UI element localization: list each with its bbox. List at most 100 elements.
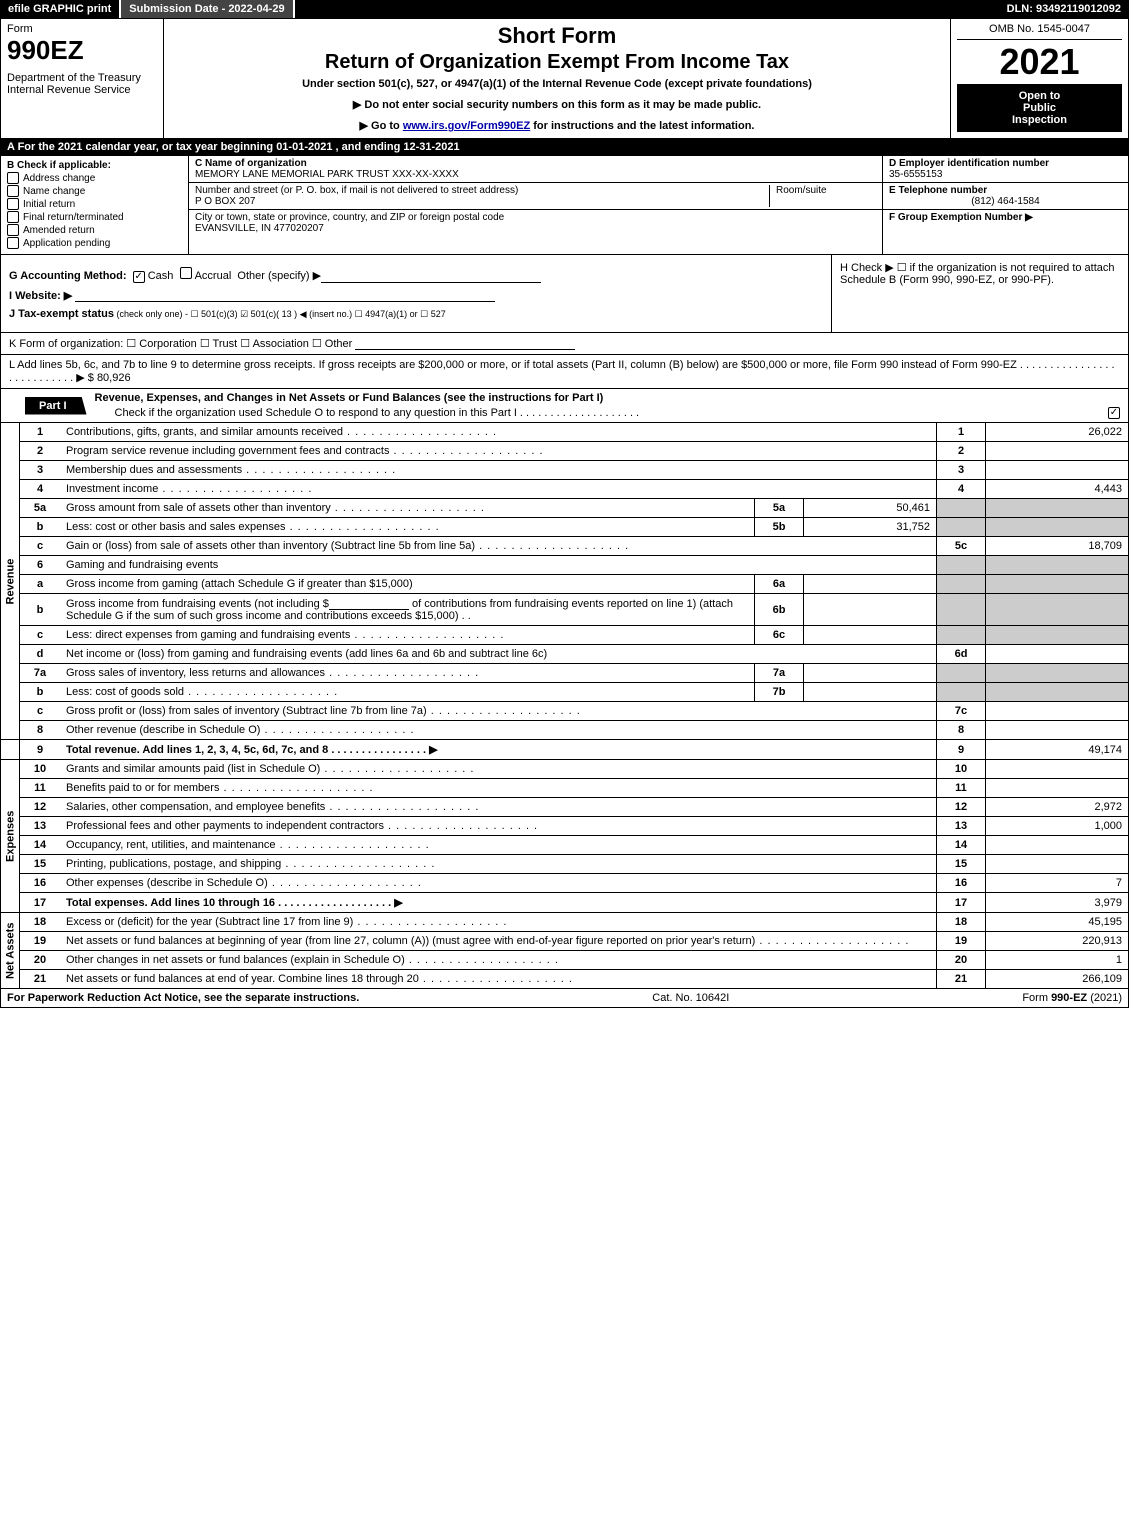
h-text: H Check ▶ ☐ if the organization is not r… (840, 262, 1115, 286)
line-18-rn: 18 (937, 913, 986, 932)
line-5b-no: b (20, 518, 61, 537)
line-6-rn-shade (937, 556, 986, 575)
line-6c-in: 6c (755, 626, 804, 645)
line-5a-iv: 50,461 (804, 499, 937, 518)
line-8-desc: Other revenue (describe in Schedule O) (66, 724, 415, 736)
line-8-no: 8 (20, 721, 61, 740)
line-19-no: 19 (20, 932, 61, 951)
efile-label: efile GRAPHIC print (0, 0, 121, 18)
line-13-rv: 1,000 (986, 817, 1129, 836)
form-header: Form 990EZ Department of the Treasury In… (0, 19, 1129, 139)
top-bar: efile GRAPHIC print Submission Date - 20… (0, 0, 1129, 19)
row-k: K Form of organization: ☐ Corporation ☐ … (0, 333, 1129, 355)
line-17-rn: 17 (937, 893, 986, 913)
instr-2: ▶ Go to www.irs.gov/Form990EZ for instru… (172, 119, 942, 132)
form-title-1: Short Form (172, 23, 942, 49)
footer-right-post: (2021) (1087, 992, 1122, 1004)
line-20-rn: 20 (937, 951, 986, 970)
line-1-rn: 1 (937, 423, 986, 442)
line-4-rv: 4,443 (986, 480, 1129, 499)
line-20-rv: 1 (986, 951, 1129, 970)
c-name: C Name of organization MEMORY LANE MEMOR… (189, 156, 882, 183)
row-a: A For the 2021 calendar year, or tax yea… (0, 139, 1129, 156)
footer-right-pre: Form (1022, 992, 1051, 1004)
column-b: B Check if applicable: Address change Na… (1, 156, 189, 254)
line-11-rv (986, 779, 1129, 798)
part1-label: Part I (25, 397, 87, 415)
line-11-rn: 11 (937, 779, 986, 798)
c-room-label: Room/suite (776, 185, 827, 196)
line-6a-desc: Gross income from gaming (attach Schedul… (66, 578, 413, 590)
line-18-rv: 45,195 (986, 913, 1129, 932)
f-group: F Group Exemption Number ▶ (883, 210, 1128, 254)
line-5b-desc: Less: cost or other basis and sales expe… (66, 521, 440, 533)
c-city: City or town, state or province, country… (189, 210, 882, 254)
checkbox-final-return[interactable] (7, 211, 19, 223)
line-1-rv: 26,022 (986, 423, 1129, 442)
line-16-rn: 16 (937, 874, 986, 893)
open-line-2: Public (961, 102, 1118, 114)
line-6a-no: a (20, 575, 61, 594)
line-3-rv (986, 461, 1129, 480)
checkbox-name-change[interactable] (7, 185, 19, 197)
row-l: L Add lines 5b, 6c, and 7b to line 9 to … (0, 355, 1129, 389)
c-city-value: EVANSVILLE, IN 477020207 (195, 223, 324, 234)
j-label: J Tax-exempt status (9, 308, 114, 320)
line-8-rv (986, 721, 1129, 740)
line-1-no: 1 (20, 423, 61, 442)
footer-left: For Paperwork Reduction Act Notice, see … (7, 992, 359, 1004)
checkbox-accrual[interactable] (180, 267, 192, 279)
line-7c-desc: Gross profit or (loss) from sales of inv… (66, 705, 581, 717)
line-6a-iv (804, 575, 937, 594)
checkbox-address-change[interactable] (7, 172, 19, 184)
checkbox-initial-return[interactable] (7, 198, 19, 210)
line-5c-rn: 5c (937, 537, 986, 556)
line-19-rv: 220,913 (986, 932, 1129, 951)
b-application-pending: Application pending (23, 238, 110, 249)
line-21-rn: 21 (937, 970, 986, 989)
line-14-no: 14 (20, 836, 61, 855)
line-9-desc: Total revenue. Add lines 1, 2, 3, 4, 5c,… (66, 744, 438, 756)
line-18-no: 18 (20, 913, 61, 932)
checkbox-amended-return[interactable] (7, 224, 19, 236)
line-5a-rv-shade (986, 499, 1129, 518)
line-7a-in: 7a (755, 664, 804, 683)
i-label: I Website: ▶ (9, 290, 72, 302)
line-3-desc: Membership dues and assessments (66, 464, 396, 476)
line-6a-rn-shade (937, 575, 986, 594)
line-7c-rn: 7c (937, 702, 986, 721)
line-14-desc: Occupancy, rent, utilities, and maintena… (66, 839, 430, 851)
line-5a-in: 5a (755, 499, 804, 518)
line-14-rn: 14 (937, 836, 986, 855)
line-15-rn: 15 (937, 855, 986, 874)
footer-center: Cat. No. 10642I (652, 992, 729, 1004)
line-11-no: 11 (20, 779, 61, 798)
line-10-rn: 10 (937, 760, 986, 779)
l-text: L Add lines 5b, 6c, and 7b to line 9 to … (9, 359, 1115, 384)
page-footer: For Paperwork Reduction Act Notice, see … (0, 989, 1129, 1008)
line-15-desc: Printing, publications, postage, and shi… (66, 858, 435, 870)
checkbox-application-pending[interactable] (7, 237, 19, 249)
line-7b-iv (804, 683, 937, 702)
checkbox-cash[interactable] (133, 271, 145, 283)
line-4-desc: Investment income (66, 483, 312, 495)
line-12-desc: Salaries, other compensation, and employ… (66, 801, 479, 813)
line-6d-rv (986, 645, 1129, 664)
line-2-no: 2 (20, 442, 61, 461)
line-20-no: 20 (20, 951, 61, 970)
instr-link[interactable]: www.irs.gov/Form990EZ (403, 120, 530, 132)
tax-year: 2021 (957, 44, 1122, 80)
line-6-no: 6 (20, 556, 61, 575)
form-word: Form (7, 23, 157, 35)
line-10-no: 10 (20, 760, 61, 779)
line-13-desc: Professional fees and other payments to … (66, 820, 538, 832)
checkbox-part1-schedule-o[interactable] (1108, 407, 1120, 419)
header-center: Short Form Return of Organization Exempt… (164, 19, 951, 138)
part1-title: Revenue, Expenses, and Changes in Net As… (87, 389, 1128, 407)
line-7a-desc: Gross sales of inventory, less returns a… (66, 667, 479, 679)
line-6c-rn-shade (937, 626, 986, 645)
footer-right-bold: 990-EZ (1051, 992, 1087, 1004)
line-6c-iv (804, 626, 937, 645)
header-left: Form 990EZ Department of the Treasury In… (1, 19, 164, 138)
line-6a-rv-shade (986, 575, 1129, 594)
